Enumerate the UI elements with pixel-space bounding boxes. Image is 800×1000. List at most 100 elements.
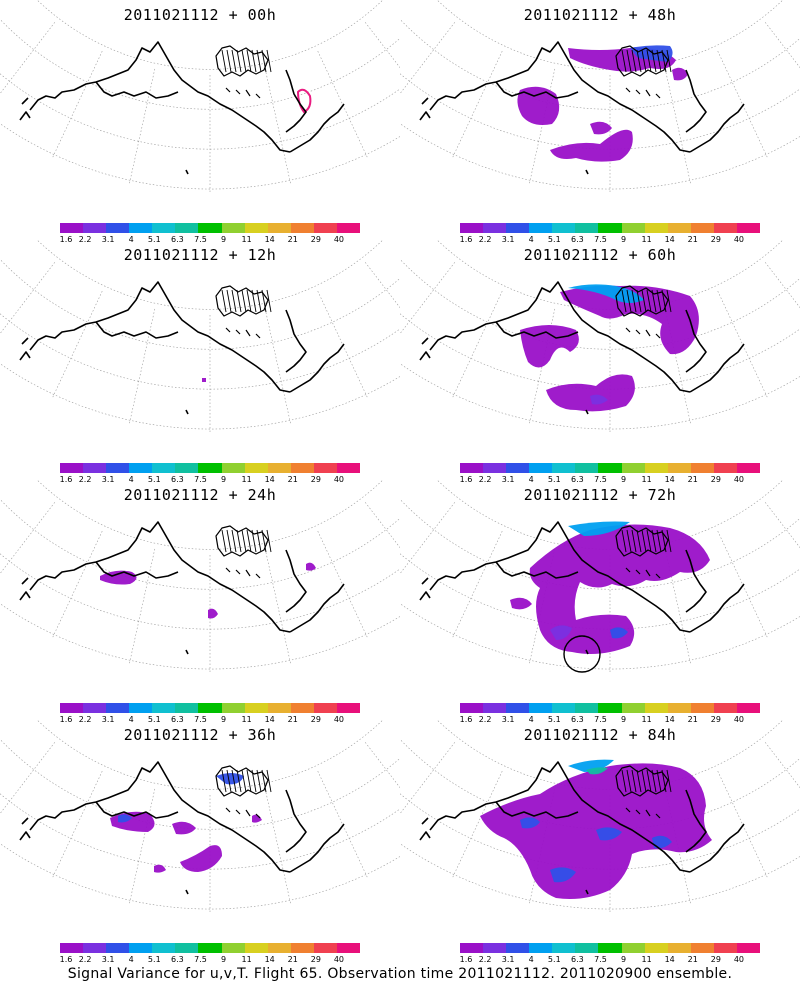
colorbar [60,223,361,233]
colorbar-swatch [221,703,245,713]
colorbar-tick-label: 5.1 [147,715,161,724]
graticule [0,480,400,672]
coastline [19,281,345,415]
colorbar-swatch [529,703,553,713]
colorbar-swatch [60,703,84,713]
colorbar-tick-label: 1.6 [59,715,73,724]
variance-region [652,835,672,849]
colorbar-swatch [290,223,314,233]
colorbar-labels: 1.6 2.2 3.1 4 5.1 6.3 7.5 9 11 14 21 29 40 [460,475,760,487]
colorbar-swatch [506,223,530,233]
colorbar-tick-label: 9 [620,715,627,724]
map-panel: 2011021112 + 60h 1.6 2.2 3.1 4 5.1 6.3 7.5 9 11 14… [400,240,800,485]
colorbar-labels: 1.6 2.2 3.1 4 5.1 6.3 7.5 9 11 14 21 29 40 [460,235,760,247]
colorbar-swatch [460,703,484,713]
colorbar-swatch [598,463,622,473]
colorbar-swatch [621,463,645,473]
variance-region [550,867,576,883]
polar-map [400,0,800,192]
colorbar-swatch [106,463,130,473]
colorbar-tick-label: 9 [220,955,227,964]
variance-region [610,627,628,639]
panel-title: 2011021112 + 36h [123,726,277,744]
panel-title: 2011021112 + 12h [123,246,277,264]
graticule [0,240,400,432]
colorbar-swatch [336,943,361,953]
colorbar-tick-label: 1.6 [459,235,473,244]
colorbar-swatch [336,703,361,713]
variance-region [590,394,608,405]
panel-title: 2011021112 + 00h [123,6,277,24]
colorbar-swatch [129,463,153,473]
polar-map [400,480,800,673]
colorbar-tick-label: 29 [310,475,321,484]
colorbar-tick-label: 3.1 [101,235,115,244]
colorbar-tick-label: 21 [287,235,298,244]
colorbar-swatch [175,463,199,473]
colorbar-swatch [244,223,268,233]
colorbar-swatch [644,223,668,233]
colorbar-swatch [460,223,484,233]
colorbar-tick-label: 1.6 [459,955,473,964]
colorbar-swatch [175,703,199,713]
variance-region [546,374,635,412]
colorbar-swatch [598,223,622,233]
colorbar-swatch [290,463,314,473]
colorbar-tick-label: 14 [664,715,675,724]
colorbar-labels: 1.6 2.2 3.1 4 5.1 6.3 7.5 9 11 14 21 29 40 [460,715,760,727]
colorbar-tick-label: 2.2 [478,235,492,244]
colorbar-tick-label: 6.3 [171,235,184,244]
map-panel: 2011021112 + 48h 1.6 2.2 3.1 4 5.1 6.3 7.5 9 11 14… [400,0,800,245]
colorbar-swatch [129,223,153,233]
colorbar-tick-label: 21 [687,955,698,964]
variance-region [202,378,206,382]
colorbar-swatch [690,463,714,473]
colorbar-swatch [60,463,84,473]
colorbar-swatch [83,463,107,473]
map-panel: 2011021112 + 72h 1.6 2.2 3.1 4 5.1 6.3 7.5 9 11 14… [400,480,800,725]
map-panel: 2011021112 + 24h 1.6 2.2 3.1 4 5.1 6.3 7.5 9 11 14… [0,480,400,725]
colorbar-tick-label: 14 [264,715,275,724]
colorbar-swatch [83,943,107,953]
colorbar-swatch [690,943,714,953]
colorbar-tick-label: 40 [333,235,345,244]
colorbar-swatch [736,463,761,473]
colorbar-tick-label: 4 [128,715,134,724]
colorbar-tick-label: 2.2 [78,715,92,724]
colorbar-swatch [506,703,530,713]
colorbar-tick-label: 40 [333,715,345,724]
colorbar-swatch [598,703,622,713]
colorbar-tick-label: 3.1 [101,715,115,724]
colorbar-tick-label: 5.1 [547,475,561,484]
colorbar-swatch [152,703,176,713]
variance-region [590,121,612,135]
colorbar-tick-label: 7.5 [594,955,607,964]
colorbar-tick-label: 14 [264,475,275,484]
variance-region [154,864,166,873]
colorbar-swatch [506,943,530,953]
colorbar-swatch [552,703,576,713]
colorbar-swatch [221,223,245,233]
colorbar-swatch [267,703,291,713]
colorbar-tick-label: 29 [710,235,721,244]
colorbar-tick-label: 9 [220,475,227,484]
colorbar-tick-label: 40 [733,475,745,484]
colorbar-swatch [621,223,645,233]
colorbar-tick-label: 11 [641,235,652,244]
colorbar [60,703,361,713]
coastline [419,41,745,175]
variance-region [568,284,644,303]
colorbar-tick-label: 2.2 [78,475,92,484]
colorbar-swatch [290,703,314,713]
colorbar-swatch [129,703,153,713]
colorbar-tick-label: 14 [664,475,675,484]
graticule [0,0,400,192]
colorbar-tick-label: 29 [310,235,321,244]
variance-region [568,759,614,772]
colorbar-swatch [221,463,245,473]
colorbar-tick-label: 40 [733,235,745,244]
graticule [400,0,800,192]
coastline [19,521,345,655]
colorbar-tick-label: 11 [241,235,252,244]
colorbar-tick-label: 7.5 [594,715,607,724]
